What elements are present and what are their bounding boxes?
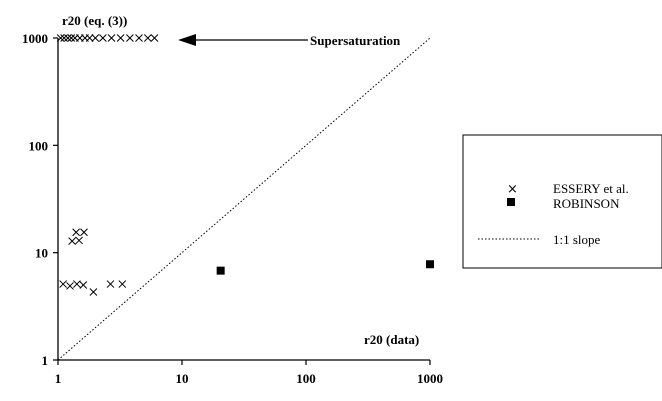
x-tick-label: 100 — [296, 371, 316, 386]
essery-point-stroke — [106, 280, 115, 288]
essery-point-stroke — [99, 34, 107, 42]
essery-point-x — [106, 280, 115, 288]
y-tick-label: 100 — [29, 138, 49, 153]
essery-point-x — [60, 34, 68, 42]
essery-point-stroke — [85, 34, 94, 42]
annotation-arrowhead — [178, 34, 196, 46]
legend-marker-square — [507, 198, 515, 206]
annotation: Supersaturation — [178, 33, 401, 48]
y-tick-label: 1000 — [22, 31, 48, 46]
essery-point-stroke — [60, 34, 68, 42]
legend-label-slope: 1:1 slope — [553, 232, 601, 247]
essery-point-x — [63, 34, 72, 42]
essery-point-stroke — [59, 280, 67, 288]
essery-point-stroke — [66, 282, 74, 290]
robinson-point-square — [216, 266, 225, 275]
ticks: 1 10 100 1000 1 10 100 1000 — [22, 31, 443, 386]
x-tick-label: 1 — [55, 371, 62, 386]
essery-point-stroke — [56, 34, 65, 42]
legend-item-robinson: ROBINSON — [507, 196, 620, 211]
essery-point-stroke — [79, 281, 88, 289]
essery-point-stroke — [126, 34, 134, 42]
legend-label-essery: ESSERY et al. — [553, 181, 629, 196]
essery-point-x — [75, 236, 83, 245]
essery-point-stroke — [91, 34, 100, 42]
essery-point-x — [107, 34, 116, 42]
essery-point-stroke — [118, 280, 127, 288]
essery-point-x — [68, 237, 76, 246]
essery-point-stroke — [67, 34, 76, 42]
essery-point-x — [79, 281, 88, 289]
legend-item-slope: 1:1 slope — [478, 232, 601, 247]
legend-box — [462, 134, 662, 269]
legend-label-robinson: ROBINSON — [553, 196, 620, 211]
essery-point-stroke — [107, 34, 116, 42]
robinson-point-square — [426, 260, 434, 269]
essery-point-x — [116, 34, 125, 42]
legend: × ESSERY et al. ROBINSON 1:1 slope — [462, 134, 662, 269]
essery-point-x — [143, 34, 152, 42]
y-tick-label: 10 — [35, 246, 48, 261]
axes — [57, 38, 430, 361]
data-marks — [56, 34, 434, 296]
essery-point-stroke — [73, 280, 81, 288]
y-axis-label: r20 (eq. (3)) — [62, 13, 127, 28]
essery-point-stroke — [72, 228, 80, 237]
essery-point-stroke — [80, 228, 88, 237]
essery-point-x — [126, 34, 134, 42]
essery-point-stroke — [135, 34, 143, 42]
one-to-one-line — [57, 37, 431, 361]
essery-point-x — [66, 282, 74, 290]
essery-point-x — [91, 34, 100, 42]
essery-point-x — [150, 34, 159, 42]
essery-point-x — [85, 34, 94, 42]
essery-point-x — [89, 288, 98, 296]
essery-point-x — [67, 34, 76, 42]
essery-point-x — [99, 34, 107, 42]
x-tick-label: 1000 — [417, 371, 443, 386]
essery-point-x — [118, 280, 127, 288]
y-tick-label: 1 — [42, 353, 49, 368]
legend-item-essery: × ESSERY et al. — [507, 181, 629, 197]
essery-point-x — [72, 228, 80, 237]
essery-point-x — [80, 228, 88, 237]
legend-marker-x: × — [507, 182, 518, 197]
essery-point-x — [73, 280, 81, 288]
essery-point-x — [59, 280, 67, 288]
essery-point-x — [56, 34, 65, 42]
annotation-text: Supersaturation — [310, 33, 401, 48]
reference-line — [57, 37, 431, 361]
essery-point-stroke — [143, 34, 152, 42]
essery-point-stroke — [75, 236, 83, 245]
essery-point-stroke — [68, 237, 76, 246]
essery-point-stroke — [116, 34, 125, 42]
essery-point-stroke — [150, 34, 159, 42]
x-axis-label: r20 (data) — [364, 332, 419, 347]
essery-point-stroke — [63, 34, 72, 42]
x-tick-label: 10 — [176, 371, 189, 386]
essery-point-x — [135, 34, 143, 42]
essery-point-stroke — [89, 288, 98, 296]
